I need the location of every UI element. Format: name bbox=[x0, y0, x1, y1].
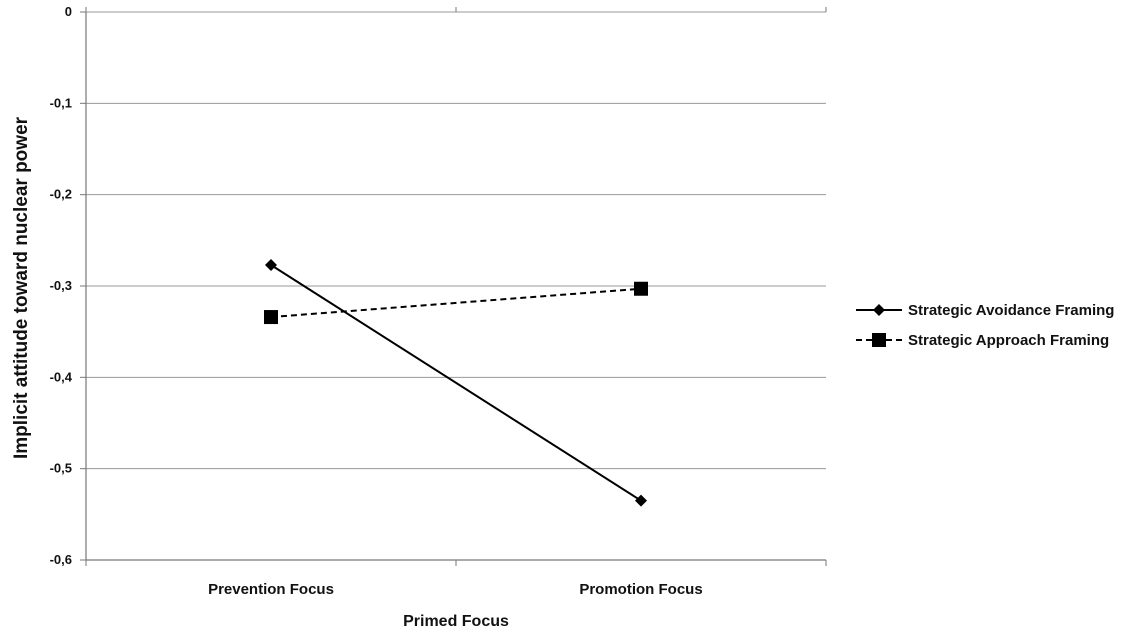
legend-item: Strategic Avoidance Framing bbox=[856, 302, 1114, 319]
data-point bbox=[265, 258, 277, 271]
legend-label: Strategic Approach Framing bbox=[908, 332, 1109, 349]
y-tick-label: -0,6 bbox=[50, 552, 72, 567]
x-category-labels: Prevention Focus Promotion Focus bbox=[208, 581, 703, 598]
y-tick-label: -0,3 bbox=[50, 278, 72, 293]
axes bbox=[80, 7, 827, 566]
legend-marker bbox=[873, 304, 885, 316]
y-tick-label: -0,1 bbox=[50, 95, 72, 110]
y-tick-label: -0,4 bbox=[50, 369, 73, 384]
legend: Strategic Avoidance Framing Strategic App… bbox=[856, 302, 1114, 349]
series-line bbox=[270, 264, 642, 502]
y-tick-label: 0 bbox=[65, 4, 72, 19]
legend-item: Strategic Approach Framing bbox=[856, 332, 1109, 349]
data-point bbox=[635, 494, 647, 507]
series-1 bbox=[265, 258, 647, 507]
series-2 bbox=[264, 281, 648, 325]
gridlines bbox=[86, 102, 826, 470]
x-category-label: Promotion Focus bbox=[579, 581, 702, 598]
data-point bbox=[634, 281, 648, 296]
data-point bbox=[264, 310, 278, 325]
y-tick-label: -0,2 bbox=[50, 187, 72, 202]
y-tick-labels: 0 -0,1 -0,2 -0,3 -0,4 -0,5 -0,6 bbox=[50, 4, 73, 567]
legend-label: Strategic Avoidance Framing bbox=[908, 302, 1114, 319]
x-axis-title: Primed Focus bbox=[403, 613, 509, 630]
series-line bbox=[270, 287, 642, 319]
series bbox=[264, 258, 648, 507]
y-tick-label: -0,5 bbox=[50, 461, 72, 476]
legend-marker bbox=[872, 333, 886, 347]
x-category-label: Prevention Focus bbox=[208, 581, 334, 598]
y-axis-title: Implicit attitude toward nuclear power bbox=[11, 116, 32, 459]
